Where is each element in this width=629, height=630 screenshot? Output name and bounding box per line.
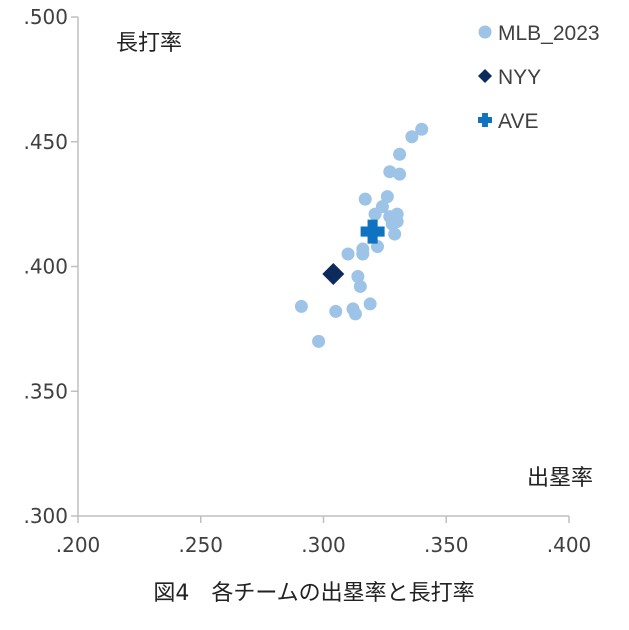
data-point-circle: [383, 165, 397, 179]
x-tick-label: .350: [424, 533, 469, 557]
series-nyy: [322, 262, 345, 285]
chart-labels: 長打率 出塁率 図4 各チームの出塁率と長打率: [116, 31, 593, 606]
data-point-circle: [393, 167, 407, 181]
y-tick-label: .450: [23, 130, 68, 154]
series-mlb-2023: [294, 122, 429, 348]
y-tick-label: .350: [23, 379, 68, 403]
data-point-circle: [390, 207, 404, 221]
data-point-circle: [415, 122, 429, 136]
data-points: [294, 122, 429, 348]
figure-caption: 図4 各チームの出塁率と長打率: [153, 581, 474, 606]
data-point-circle: [393, 147, 407, 161]
y-axis-label: 長打率: [116, 31, 182, 56]
legend: MLB_2023 NYY AVE: [478, 22, 600, 133]
y-tick-label: .300: [23, 504, 68, 528]
axes: .300 .350 .400 .450 .500 .200 .250 .300 .350 .400: [23, 5, 591, 557]
y-tick-label: .500: [23, 5, 68, 29]
y-tick-label: .400: [23, 255, 68, 279]
data-point-circle: [358, 192, 372, 206]
legend-item: AVE: [478, 110, 538, 133]
data-point-circle: [312, 334, 326, 348]
data-point-circle: [329, 304, 343, 318]
legend-marker-diamond: [478, 69, 492, 83]
x-tick-label: .300: [301, 533, 346, 557]
legend-item: NYY: [478, 66, 541, 89]
legend-label: NYY: [498, 66, 541, 89]
data-point-circle: [380, 190, 394, 204]
x-tick-label: .200: [56, 533, 101, 557]
data-point-circle: [348, 307, 362, 321]
legend-label: MLB_2023: [498, 22, 600, 45]
legend-item: MLB_2023: [478, 22, 600, 45]
data-point-circle: [353, 279, 367, 293]
data-point-circle: [405, 130, 419, 144]
data-point-circle: [388, 227, 402, 241]
data-point-circle: [363, 297, 377, 311]
data-point-diamond: [322, 262, 345, 285]
data-point-circle: [356, 242, 370, 256]
data-point-cross: [360, 219, 385, 244]
x-axis-label: 出塁率: [527, 466, 593, 491]
data-point-circle: [341, 247, 355, 261]
data-point-circle: [351, 269, 365, 283]
data-point-circle: [294, 299, 308, 313]
x-tick-label: .400: [547, 533, 592, 557]
legend-label: AVE: [498, 110, 538, 133]
legend-marker-cross: [478, 113, 492, 127]
data-point-circle: [375, 200, 389, 214]
x-tick-label: .250: [178, 533, 223, 557]
series-ave: [360, 219, 385, 244]
legend-marker-circle: [478, 25, 492, 39]
